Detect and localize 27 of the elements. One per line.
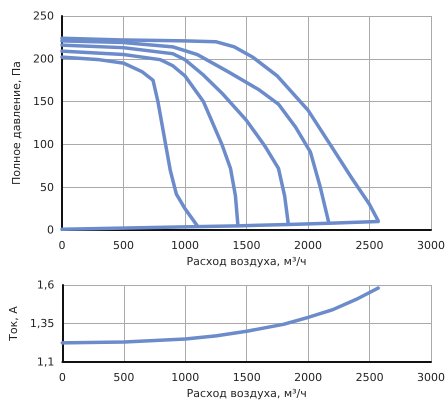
y-tick-label: 1,6 [36, 278, 54, 292]
x-tick-label: 2500 [356, 371, 384, 384]
x-tick-label: 1500 [232, 371, 261, 384]
y-tick-label: 200 [33, 52, 54, 66]
x-tick-label: 1500 [232, 239, 260, 252]
x-tick-label: 1000 [171, 239, 199, 252]
y-tick-label: 250 [33, 10, 54, 22]
y-tick-label: 100 [33, 138, 54, 151]
x-tick-label: 3000 [417, 239, 446, 252]
x-tick-label: 2500 [356, 239, 384, 252]
y-tick-label: 1,35 [30, 317, 54, 330]
x-tick-label: 0 [58, 371, 66, 384]
y-tick-label: 0 [47, 224, 54, 237]
x-tick-label: 500 [113, 371, 134, 384]
x-tick-label: 2000 [294, 239, 322, 252]
x-tick-label: 0 [58, 239, 66, 252]
y-tick-label: 150 [33, 95, 54, 108]
y-axis-title: Ток, А [7, 306, 20, 342]
x-tick-label: 3000 [417, 371, 446, 384]
y-axis-title: Полное давление, Па [10, 61, 24, 186]
x-axis-title: Расход воздуха, м³/ч [186, 255, 307, 268]
x-tick-label: 1000 [171, 371, 200, 384]
x-tick-label: 500 [113, 239, 134, 252]
x-tick-label: 2000 [294, 371, 322, 384]
y-tick-label: 1,1 [36, 356, 54, 369]
y-tick-label: 50 [40, 180, 54, 194]
x-axis-title: Расход воздуха, м³/ч [186, 387, 307, 400]
